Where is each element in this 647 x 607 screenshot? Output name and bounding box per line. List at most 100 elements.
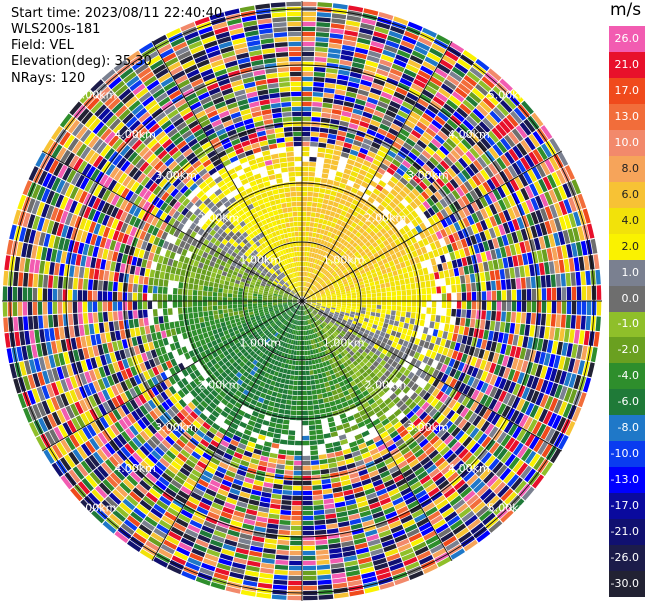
velocity-gate (371, 212, 379, 219)
velocity-gate (387, 105, 399, 114)
velocity-gate (306, 211, 311, 217)
velocity-gate (214, 319, 220, 325)
velocity-gate (467, 376, 475, 387)
velocity-gate (304, 241, 308, 247)
velocity-gate (449, 341, 456, 350)
velocity-gate (411, 374, 419, 383)
velocity-gate (324, 270, 329, 275)
velocity-gate (348, 226, 355, 233)
velocity-gate (309, 156, 317, 162)
velocity-gate (456, 240, 463, 250)
velocity-gate (541, 288, 547, 301)
velocity-gate (321, 294, 326, 297)
velocity-gate (514, 176, 524, 189)
velocity-gate (314, 374, 319, 380)
velocity-gate (331, 293, 336, 297)
velocity-gate (449, 213, 457, 224)
velocity-gate (308, 415, 315, 421)
velocity-gate (399, 177, 409, 186)
velocity-gate (218, 313, 224, 319)
velocity-gate (323, 312, 329, 316)
velocity-gate (332, 201, 339, 208)
velocity-gate (254, 443, 264, 450)
velocity-gate (326, 452, 336, 459)
velocity-gate (332, 155, 341, 161)
velocity-gate (349, 118, 360, 125)
velocity-gate (582, 208, 591, 224)
velocity-gate (487, 351, 495, 362)
velocity-gate (261, 403, 268, 410)
velocity-gate (320, 122, 330, 129)
velocity-gate (519, 324, 526, 336)
velocity-gate (309, 278, 312, 283)
velocity-gate (337, 130, 347, 137)
velocity-gate (345, 310, 351, 314)
velocity-gate (373, 31, 388, 40)
velocity-gate (411, 188, 420, 197)
velocity-gate (356, 190, 364, 197)
velocity-gate (333, 234, 339, 241)
velocity-gate (325, 148, 334, 155)
velocity-gate (295, 440, 302, 446)
velocity-gate (320, 291, 325, 294)
velocity-gate (492, 400, 502, 413)
velocity-gate (305, 294, 309, 298)
velocity-gate (355, 309, 361, 314)
velocity-gate (306, 206, 312, 212)
velocity-gate (466, 474, 479, 486)
velocity-gate (529, 264, 535, 277)
velocity-gate (302, 365, 306, 371)
velocity-gate (572, 359, 581, 374)
velocity-gate (437, 111, 449, 122)
velocity-gate (393, 206, 402, 214)
velocity-gate (315, 419, 322, 425)
velocity-gate (544, 206, 554, 220)
velocity-gate (525, 277, 531, 289)
velocity-gate (326, 280, 331, 285)
velocity-gate (331, 307, 336, 310)
velocity-gate (378, 274, 384, 280)
velocity-gate (328, 48, 341, 54)
velocity-gate (374, 208, 382, 216)
velocity-gate (270, 503, 281, 510)
velocity-gate (449, 251, 456, 261)
velocity-gate (306, 282, 309, 287)
velocity-gate (308, 181, 314, 187)
velocity-gate (448, 95, 462, 107)
velocity-gate (360, 310, 366, 315)
velocity-gate (443, 356, 451, 366)
velocity-gate (499, 467, 512, 481)
velocity-gate (316, 434, 324, 440)
velocity-gate (503, 167, 514, 181)
velocity-gate (257, 413, 265, 420)
velocity-gate (395, 310, 401, 317)
velocity-gate (413, 143, 424, 153)
velocity-gate (517, 445, 528, 459)
velocity-gate (479, 359, 487, 370)
velocity-gate (568, 258, 575, 272)
velocity-gate (311, 207, 317, 213)
velocity-gate (336, 424, 344, 431)
velocity-gate (484, 206, 493, 217)
velocity-gate (527, 252, 534, 265)
velocity-gate (515, 190, 525, 203)
velocity-gate (561, 245, 568, 259)
velocity-gate (431, 233, 439, 242)
velocity-gate (495, 464, 508, 478)
velocity-gate (384, 262, 390, 269)
velocity-gate (322, 262, 326, 268)
velocity-gate (426, 294, 432, 301)
velocity-gate (469, 163, 479, 174)
velocity-gate (270, 498, 282, 505)
velocity-gate (316, 294, 321, 297)
velocity-gate (310, 306, 314, 310)
velocity-gate (204, 321, 211, 327)
velocity-gate (566, 244, 573, 258)
velocity-gate (346, 303, 352, 306)
velocity-gate (313, 253, 318, 259)
velocity-gate (468, 412, 478, 424)
velocity-gate (332, 228, 338, 235)
velocity-gate (302, 191, 308, 197)
velocity-gate (329, 195, 336, 201)
velocity-gate (331, 13, 347, 20)
